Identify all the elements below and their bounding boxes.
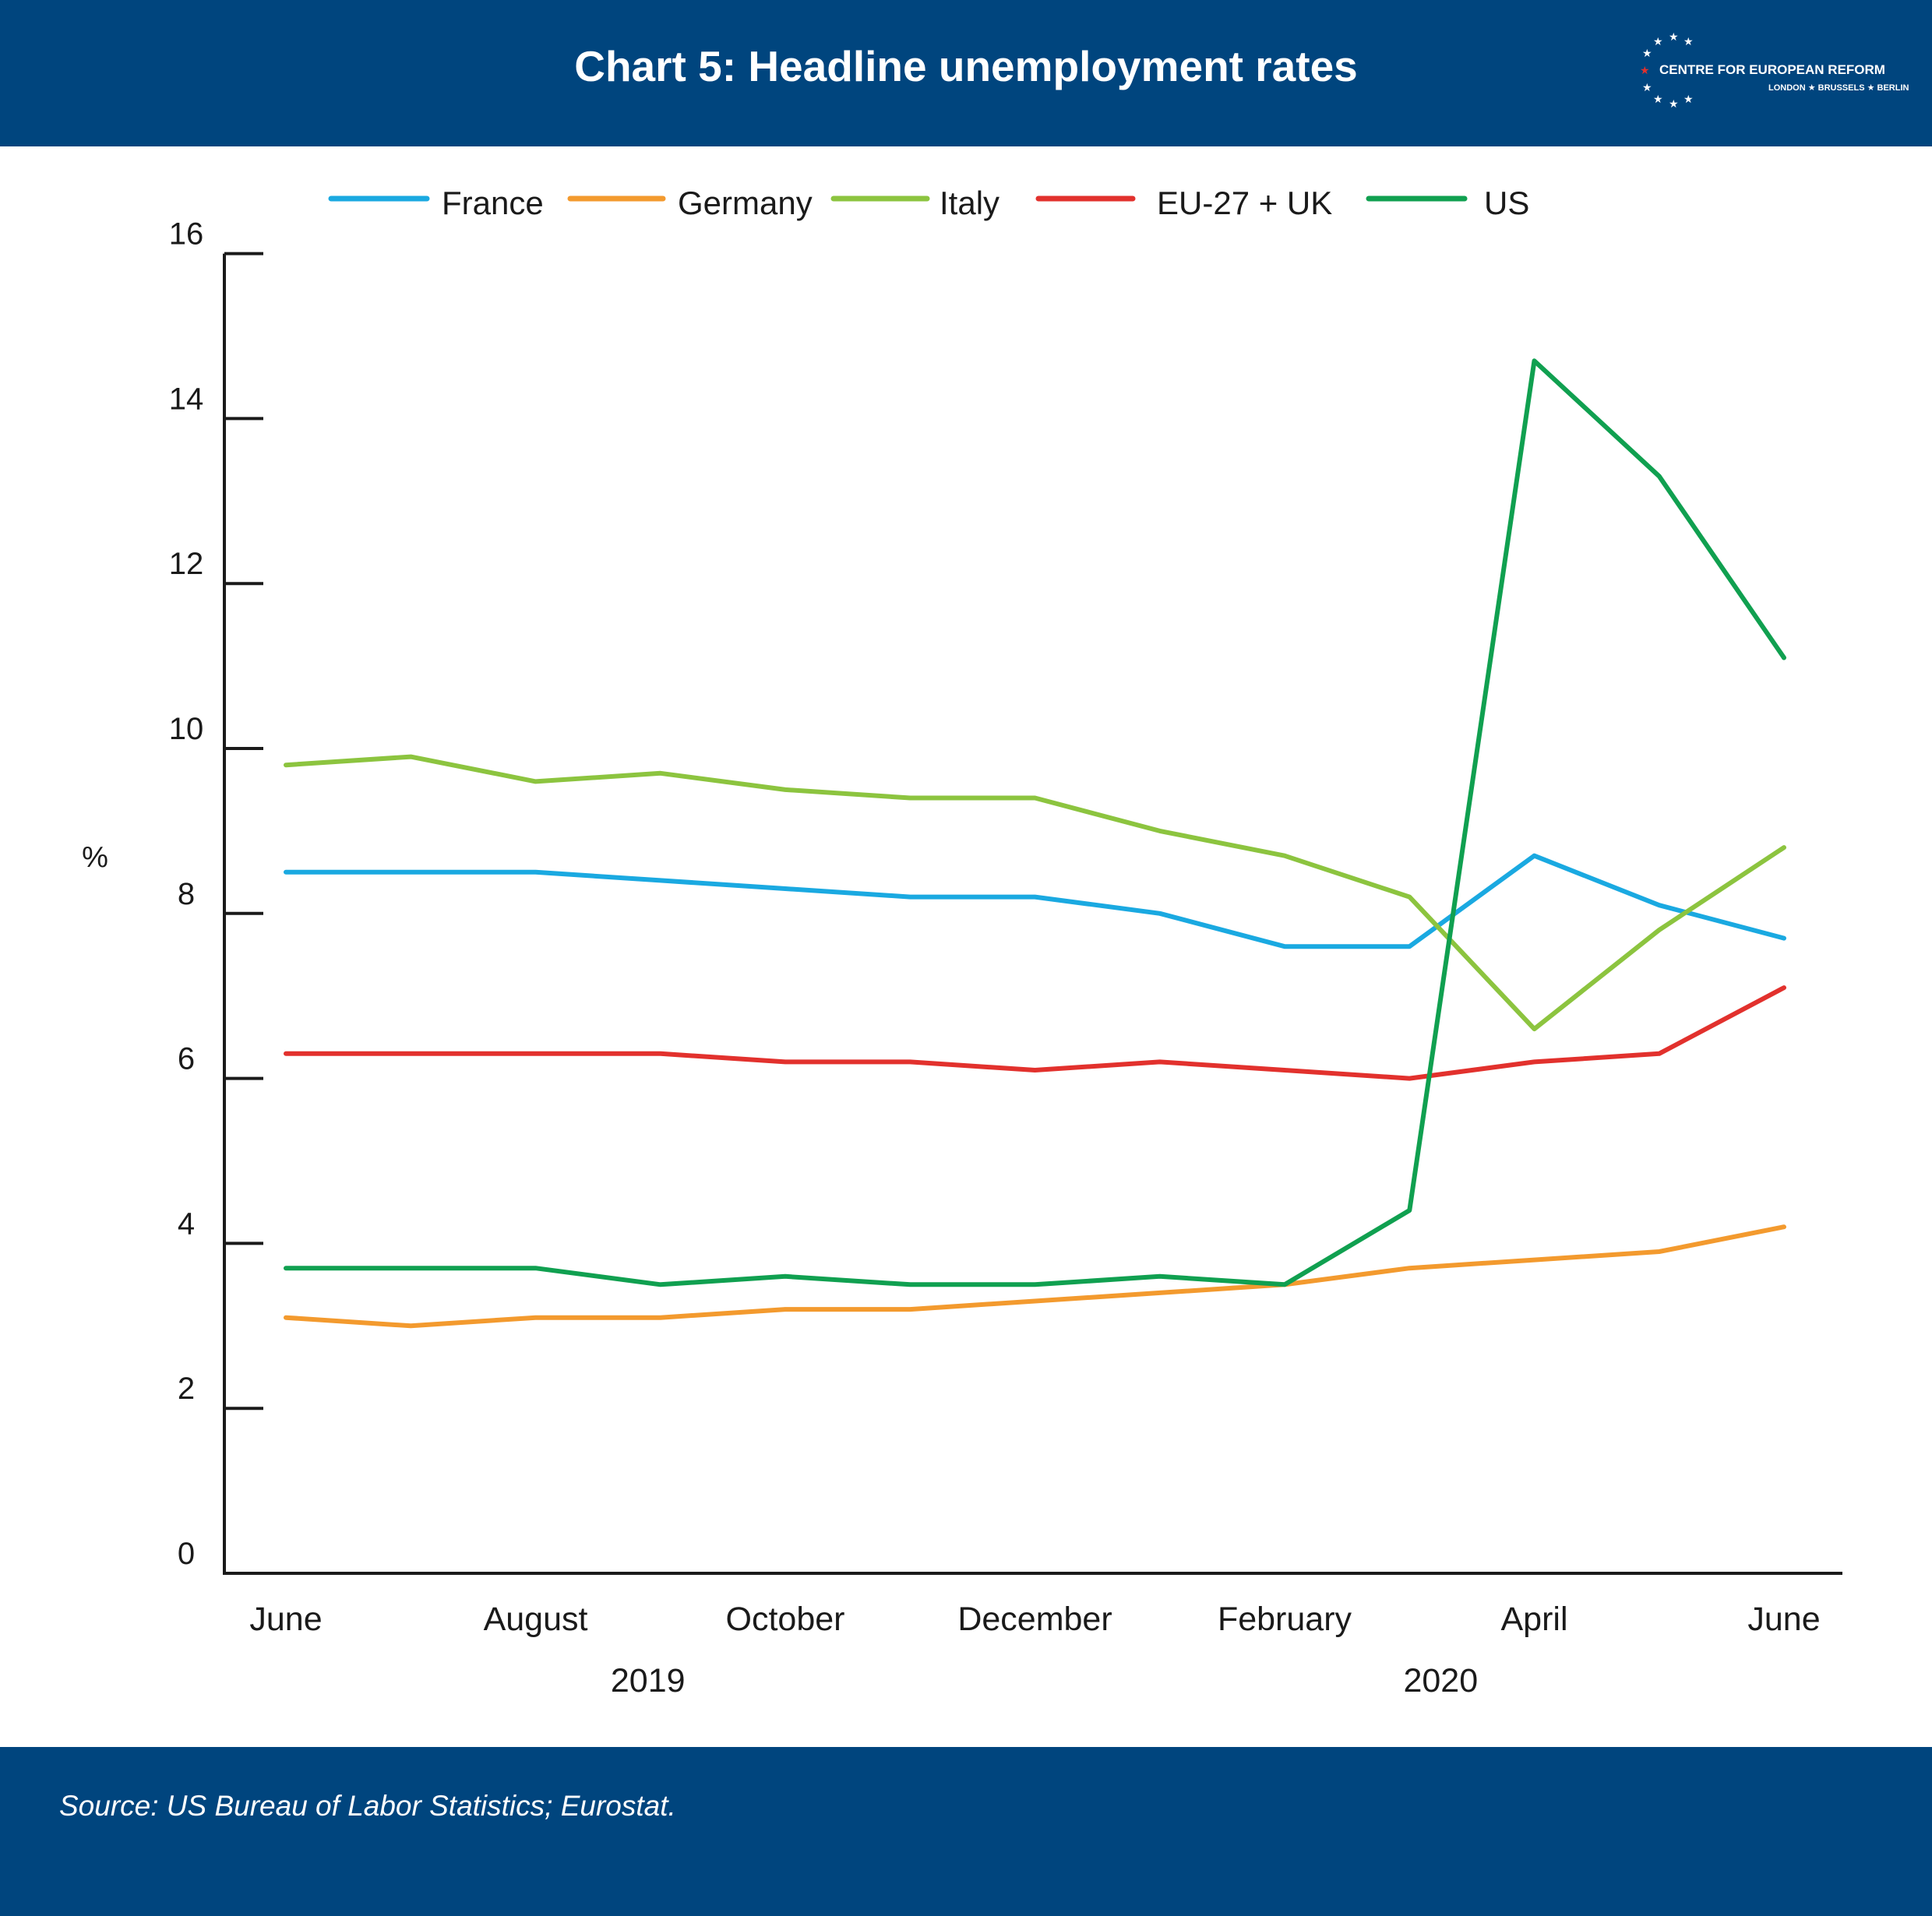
series-line-eu-27-uk [284,985,1786,1081]
y-tick-label: 2 [178,1372,195,1406]
legend-label-italy: Italy [940,185,999,221]
y-tick-label: 14 [169,382,204,416]
legend-label-eu-27-uk: EU-27 + UK [1157,185,1332,221]
y-tick-label: 16 [169,217,204,252]
x-tick-label: June [249,1601,322,1638]
chart-title: Chart 5: Headline unemployment rates [574,42,1358,90]
source-note: Source: US Bureau of Labor Statistics; E… [59,1790,676,1822]
y-axis-label: % [82,841,108,874]
series-line-us [284,358,1786,1287]
x-tick-label: December [957,1601,1112,1638]
cer-logo: ★ ★ ★ ★ ★ ★ ★ ★ ★ ★ ★ CENTRE FOR EUROPEA… [1632,30,1909,115]
x-tick-label: February [1218,1601,1352,1638]
y-tick-label: 0 [178,1537,195,1571]
svg-text:★: ★ [1669,31,1679,44]
x-year-label: 2019 [611,1662,686,1699]
x-year-label: 2020 [1403,1662,1478,1699]
svg-text:★: ★ [1653,36,1663,48]
x-tick-label: April [1500,1601,1567,1638]
x-tick-label: August [484,1601,588,1638]
legend-label-us: US [1484,185,1529,221]
series-line-germany [284,1224,1786,1329]
svg-text:★: ★ [1653,93,1663,106]
legend-label-germany: Germany [678,185,813,221]
y-tick-label: 8 [178,877,195,911]
star-ring-icon: ★ ★ ★ ★ ★ ★ ★ ★ ★ ★ ★ [1640,31,1694,111]
y-tick-label: 12 [169,547,204,581]
svg-text:★: ★ [1640,65,1650,77]
svg-text:★: ★ [1642,82,1652,94]
svg-text:★: ★ [1642,48,1652,60]
y-tick-label: 4 [178,1206,195,1241]
svg-text:★: ★ [1683,93,1694,106]
footer-banner [0,1747,1932,1916]
header-banner [0,0,1932,146]
y-tick-label: 6 [178,1042,195,1076]
legend: France Germany Italy EU-27 + UK US [328,185,1529,221]
y-tick-label: 10 [169,712,204,746]
logo-name: CENTRE FOR EUROPEAN REFORM [1659,62,1885,77]
series-line-france [284,853,1786,949]
series-line-italy [284,754,1786,1032]
x-tick-label: June [1747,1601,1820,1638]
line-chart: France Germany Italy EU-27 + UK US 0 2 4 6 8 10 12… [82,185,1842,1699]
axes: 0 2 4 6 8 10 12 14 16 June August October December Fe… [169,217,1842,1699]
svg-text:★: ★ [1669,98,1679,111]
svg-text:★: ★ [1683,36,1694,48]
legend-label-france: France [442,185,544,221]
series-lines [284,358,1786,1329]
logo-cities: LONDON ★ BRUSSELS ★ BERLIN [1768,83,1909,93]
x-tick-label: October [726,1601,845,1638]
